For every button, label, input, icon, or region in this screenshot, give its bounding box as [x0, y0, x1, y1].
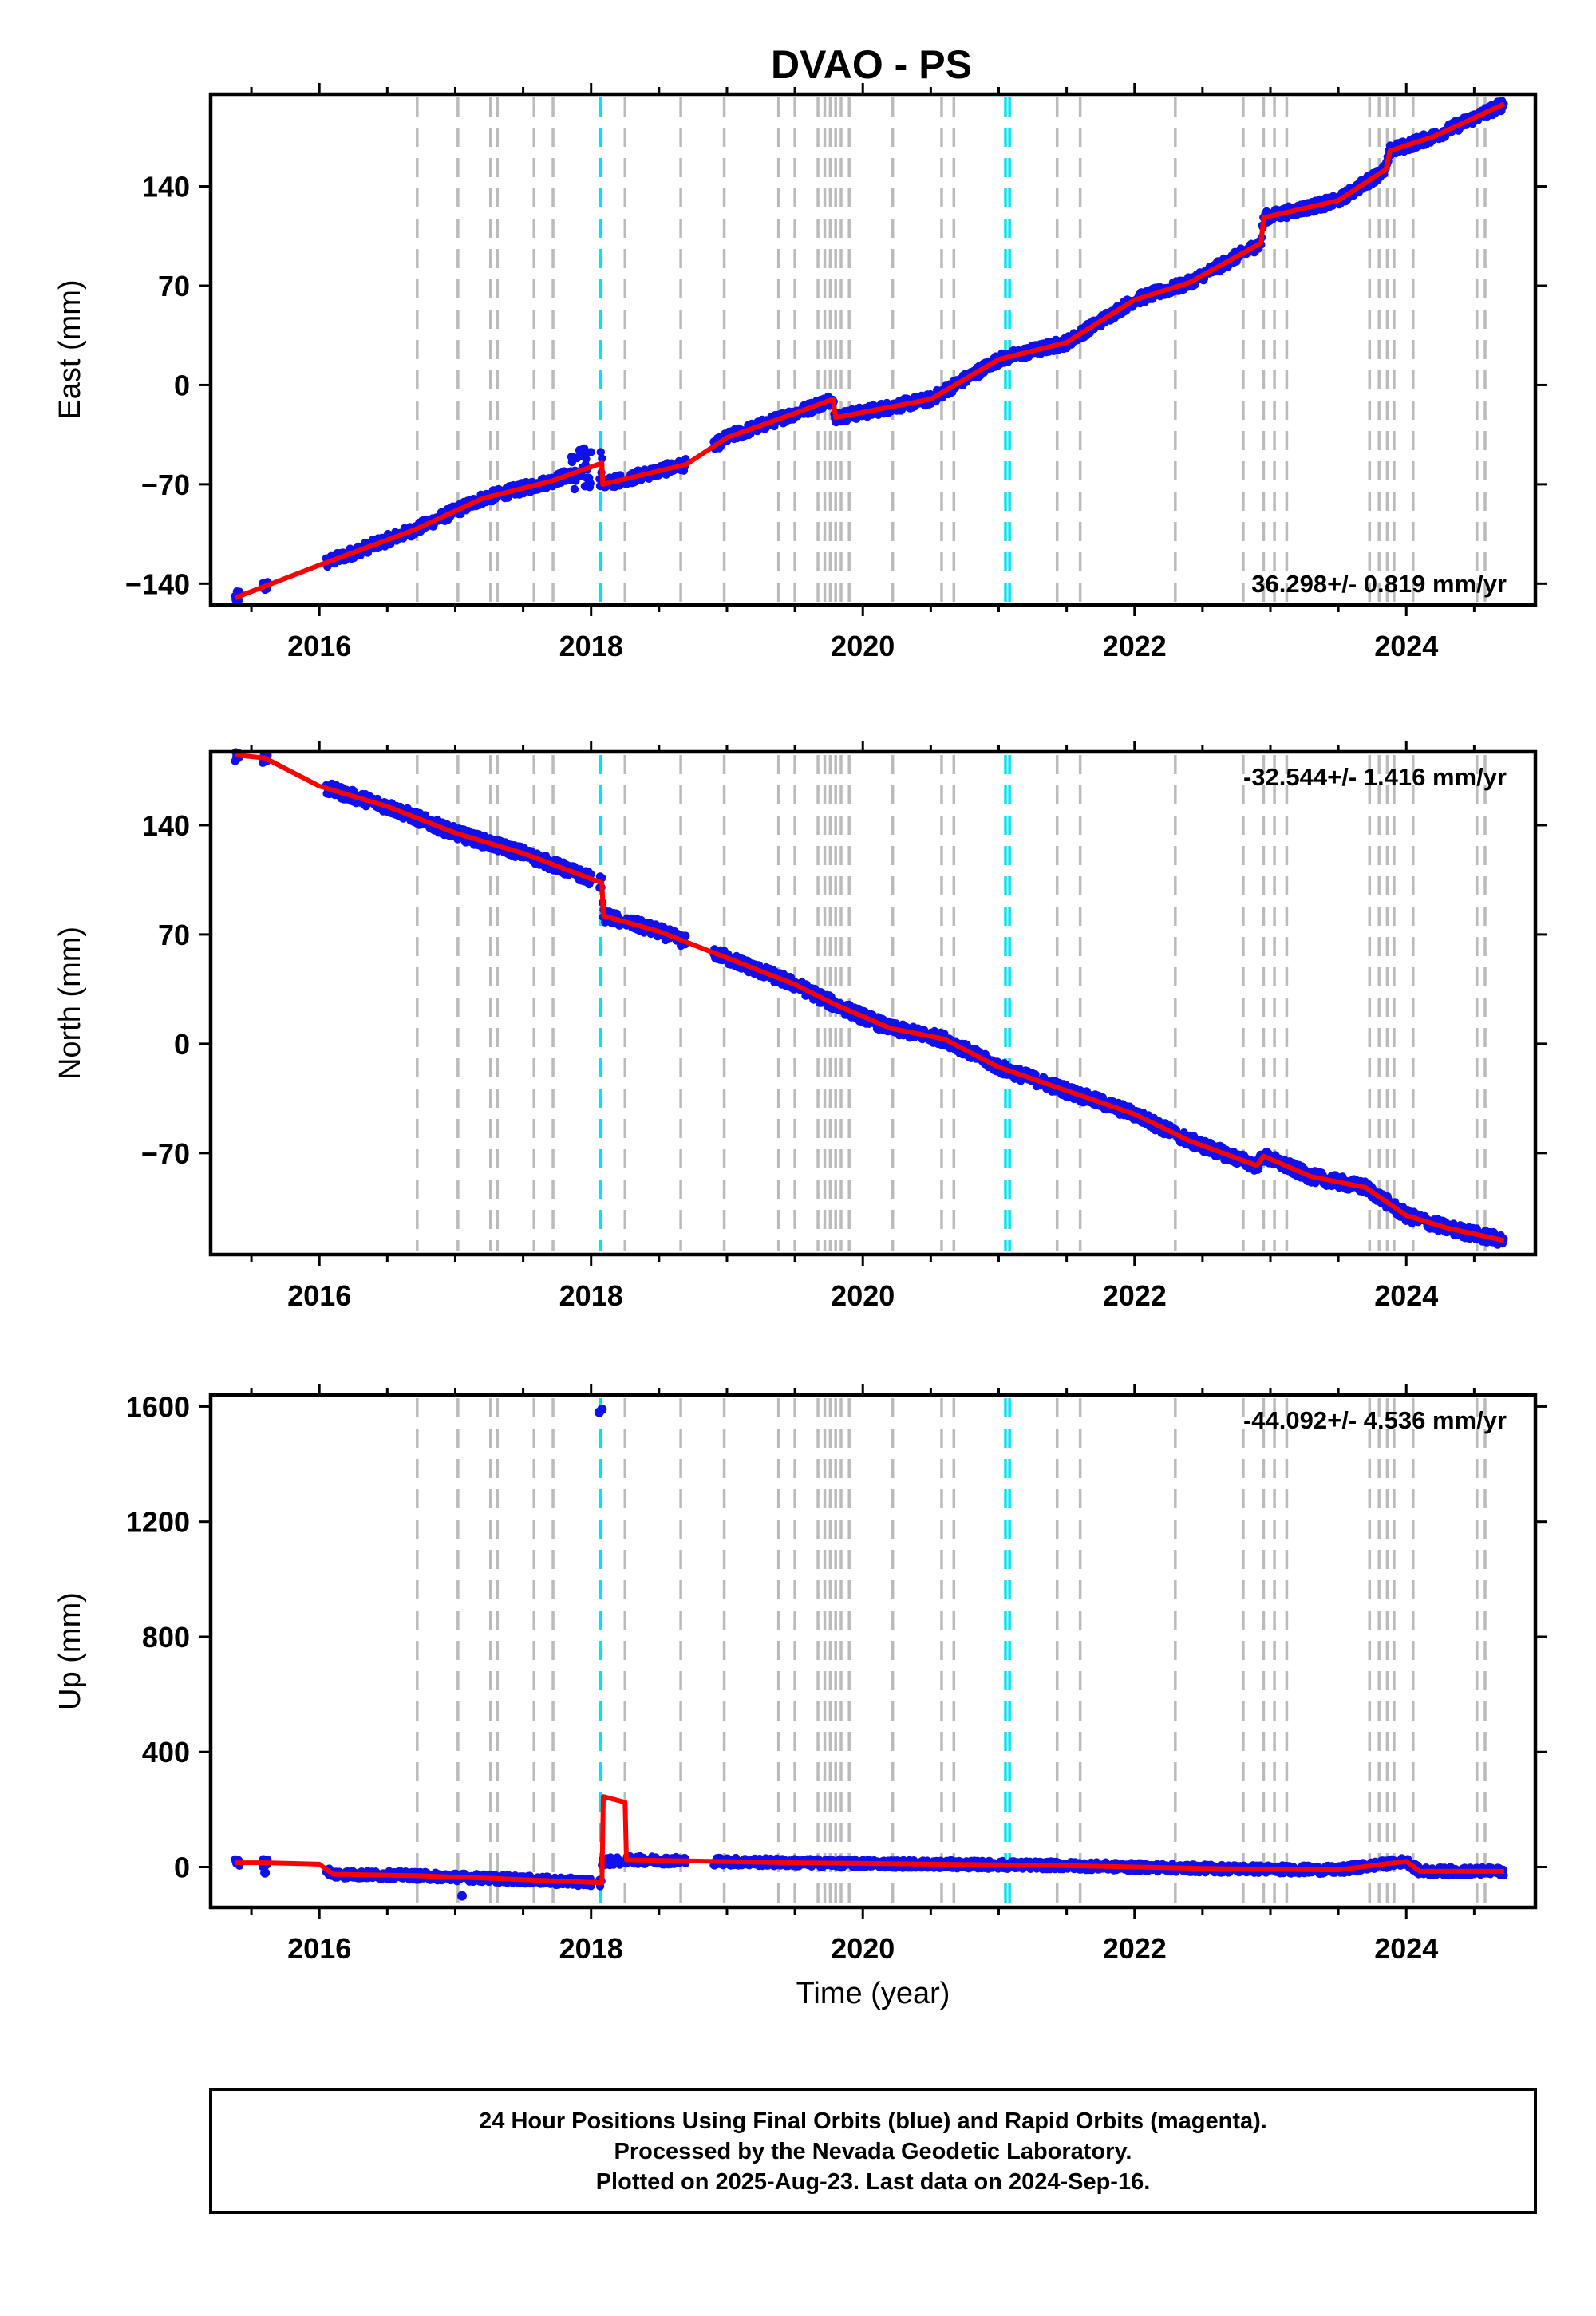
y-tick-label: 70	[158, 919, 190, 951]
panel-1: 2016 2018 2020 2022 2024 −140 −70 0 70 140 East (m…	[53, 83, 1547, 662]
x-tick-label: 2024	[1374, 1279, 1438, 1312]
y-axis-label: North (mm)	[53, 927, 87, 1080]
y-tick-label: 0	[174, 369, 190, 401]
data-point	[598, 454, 606, 463]
y-tick-label: 70	[158, 270, 190, 302]
data-point	[596, 448, 605, 456]
plot-frame	[208, 92, 1538, 607]
rate-label: 36.298+/- 0.819 mm/yr	[1251, 570, 1507, 598]
y-axis-label: East (mm)	[53, 279, 87, 419]
data-points	[231, 748, 1508, 1249]
data-point	[586, 479, 595, 488]
x-tick-label: 2020	[831, 1279, 895, 1312]
y-tick-label: 0	[174, 1028, 190, 1061]
data-point	[681, 931, 690, 940]
x-tick-label: 2024	[1374, 630, 1438, 662]
data-point	[587, 448, 595, 456]
data-point	[570, 484, 579, 494]
panel-2: 2016 2018 2020 2022 2024 −70 0 70 140 North (mm) -…	[53, 741, 1547, 1312]
x-tick-label: 2016	[287, 630, 351, 662]
x-tick-label: 2018	[559, 630, 623, 662]
rate-label: -32.544+/- 1.416 mm/yr	[1243, 763, 1507, 791]
panels: 2016 2018 2020 2022 2024 −140 −70 0 70 140 East (m…	[53, 83, 1547, 2010]
data-point	[582, 455, 591, 464]
y-tick-label: −70	[141, 468, 190, 501]
y-tick-label: 140	[142, 809, 190, 842]
x-tick-label: 2018	[559, 1279, 623, 1312]
model-line	[234, 101, 1506, 600]
x-tick-label: 2022	[1103, 1279, 1167, 1312]
y-tick-label: 140	[142, 171, 190, 204]
y-tick-label: −70	[141, 1137, 190, 1170]
x-tick-label: 2020	[831, 630, 895, 662]
x-tick-label: 2022	[1103, 630, 1167, 662]
x-tick-label: 2016	[287, 1279, 351, 1312]
chart-title: DVAO - PS	[771, 42, 972, 87]
y-tick-label: −140	[125, 567, 190, 600]
